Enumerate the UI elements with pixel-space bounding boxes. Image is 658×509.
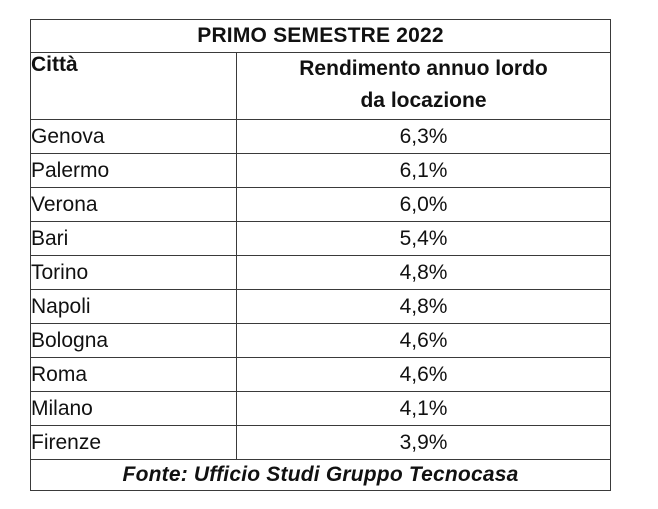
header-yield: Rendimento annuo lordo da locazione [237, 53, 611, 120]
header-yield-line2: da locazione [360, 89, 486, 112]
table-row: Torino 4,8% [31, 256, 611, 290]
table-body: PRIMO SEMESTRE 2022 Città Rendimento ann… [31, 20, 611, 491]
yield-cell: 4,8% [237, 256, 611, 290]
header-city: Città [31, 53, 237, 120]
city-cell: Verona [31, 188, 237, 222]
yield-cell: 4,1% [237, 392, 611, 426]
rental-yield-table: PRIMO SEMESTRE 2022 Città Rendimento ann… [30, 19, 611, 491]
yield-cell: 5,4% [237, 222, 611, 256]
header-row: Città Rendimento annuo lordo da locazion… [31, 53, 611, 120]
city-cell: Bari [31, 222, 237, 256]
yield-cell: 3,9% [237, 426, 611, 460]
yield-cell: 6,1% [237, 154, 611, 188]
table-row: Roma 4,6% [31, 358, 611, 392]
table-row: Palermo 6,1% [31, 154, 611, 188]
yield-cell: 4,6% [237, 324, 611, 358]
table-row: Bologna 4,6% [31, 324, 611, 358]
city-cell: Roma [31, 358, 237, 392]
city-cell: Milano [31, 392, 237, 426]
table-title: PRIMO SEMESTRE 2022 [31, 20, 611, 53]
source-note: Fonte: Ufficio Studi Gruppo Tecnocasa [31, 460, 611, 491]
city-cell: Torino [31, 256, 237, 290]
yield-cell: 4,8% [237, 290, 611, 324]
city-cell: Napoli [31, 290, 237, 324]
yield-cell: 6,0% [237, 188, 611, 222]
title-row: PRIMO SEMESTRE 2022 [31, 20, 611, 53]
city-cell: Palermo [31, 154, 237, 188]
table-row: Genova 6,3% [31, 120, 611, 154]
table-row: Bari 5,4% [31, 222, 611, 256]
yield-cell: 4,6% [237, 358, 611, 392]
city-cell: Bologna [31, 324, 237, 358]
city-cell: Genova [31, 120, 237, 154]
table-row: Milano 4,1% [31, 392, 611, 426]
yield-cell: 6,3% [237, 120, 611, 154]
table-row: Verona 6,0% [31, 188, 611, 222]
table-row: Napoli 4,8% [31, 290, 611, 324]
source-row: Fonte: Ufficio Studi Gruppo Tecnocasa [31, 460, 611, 491]
city-cell: Firenze [31, 426, 237, 460]
header-yield-line1: Rendimento annuo lordo [299, 57, 547, 80]
table-row: Firenze 3,9% [31, 426, 611, 460]
